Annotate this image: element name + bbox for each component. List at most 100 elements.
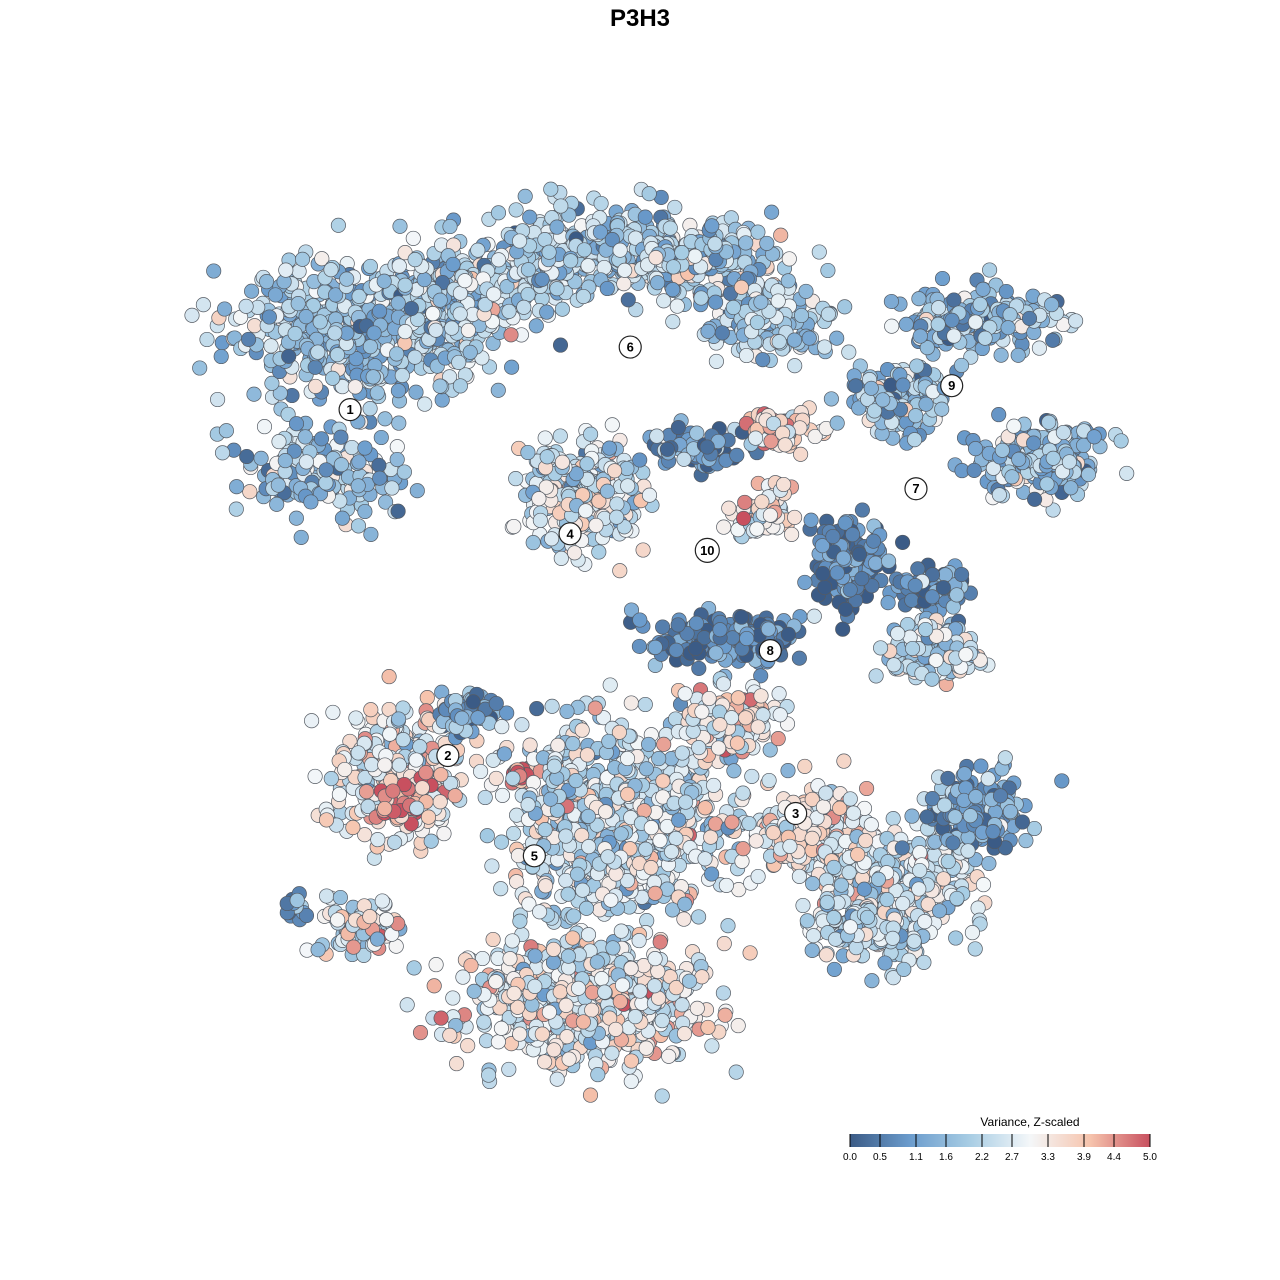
cell-point bbox=[264, 375, 280, 391]
cell-point bbox=[348, 351, 364, 367]
cell-point bbox=[436, 826, 452, 842]
cell-point bbox=[389, 439, 405, 455]
cell-point bbox=[488, 695, 504, 712]
cell-point bbox=[514, 717, 530, 733]
cell-point bbox=[387, 834, 403, 850]
cell-point bbox=[744, 768, 760, 784]
cell-point bbox=[975, 281, 991, 297]
cell-point bbox=[432, 292, 448, 308]
cell-point bbox=[908, 408, 924, 424]
cell-point bbox=[803, 512, 819, 528]
cell-point bbox=[599, 483, 616, 499]
cell-point bbox=[797, 574, 813, 590]
cell-point bbox=[192, 360, 208, 376]
cell-point bbox=[452, 378, 468, 394]
cell-point bbox=[288, 510, 304, 526]
cell-point bbox=[762, 507, 778, 523]
cell-point bbox=[214, 445, 231, 461]
cell-point bbox=[270, 477, 286, 493]
cell-point bbox=[620, 292, 636, 308]
cell-point bbox=[554, 301, 570, 317]
cell-point bbox=[655, 773, 671, 789]
cell-point bbox=[641, 736, 657, 752]
cell-point bbox=[829, 565, 845, 581]
cell-point bbox=[297, 429, 313, 445]
cell-point bbox=[620, 786, 636, 802]
cell-point bbox=[770, 731, 786, 747]
cell-point bbox=[394, 367, 410, 384]
cell-point bbox=[391, 415, 407, 431]
cell-point bbox=[865, 533, 882, 549]
cell-point bbox=[546, 758, 562, 774]
cell-point bbox=[669, 298, 685, 314]
cell-point bbox=[787, 358, 803, 374]
cell-point bbox=[994, 442, 1010, 458]
cell-point bbox=[425, 306, 441, 322]
cell-point bbox=[880, 595, 896, 611]
cell-point bbox=[904, 592, 920, 608]
cell-point bbox=[829, 415, 845, 431]
cell-point bbox=[569, 866, 586, 882]
cell-point bbox=[811, 244, 827, 260]
cell-point bbox=[1045, 450, 1061, 466]
cell-point bbox=[484, 858, 500, 874]
cell-point bbox=[612, 563, 628, 579]
cell-point bbox=[408, 752, 424, 768]
cell-point bbox=[677, 896, 693, 912]
cell-point bbox=[563, 253, 579, 269]
cell-point bbox=[486, 286, 502, 302]
cell-point bbox=[244, 283, 260, 299]
cell-point bbox=[372, 470, 388, 486]
cell-point bbox=[550, 737, 566, 753]
cell-point bbox=[470, 242, 486, 258]
cell-point bbox=[835, 621, 851, 637]
cell-point bbox=[726, 763, 742, 779]
cell-point bbox=[649, 428, 665, 444]
cell-point bbox=[647, 885, 663, 901]
cell-point bbox=[820, 306, 836, 322]
cell-point bbox=[385, 783, 401, 799]
cell-point bbox=[293, 529, 309, 545]
cell-point bbox=[303, 494, 319, 510]
cell-point bbox=[488, 770, 504, 786]
cell-point bbox=[934, 270, 951, 287]
cell-point bbox=[323, 262, 339, 278]
cell-point bbox=[567, 545, 583, 561]
cell-point bbox=[522, 209, 538, 225]
cell-point bbox=[238, 298, 254, 314]
cell-point bbox=[993, 347, 1009, 363]
cell-point bbox=[613, 826, 629, 842]
cell-point bbox=[733, 279, 749, 295]
cell-point bbox=[460, 322, 476, 338]
cell-point bbox=[612, 242, 628, 258]
cell-point bbox=[351, 288, 367, 304]
cell-point bbox=[587, 700, 603, 716]
cell-point bbox=[382, 726, 398, 742]
cell-point bbox=[600, 849, 616, 865]
cell-point bbox=[749, 314, 765, 330]
cell-point bbox=[641, 487, 658, 503]
cell-point bbox=[357, 503, 373, 520]
cell-point bbox=[479, 828, 495, 844]
cell-point bbox=[397, 324, 413, 340]
cell-point bbox=[432, 794, 448, 810]
cell-point bbox=[330, 217, 346, 233]
cell-point bbox=[537, 822, 553, 838]
cell-point bbox=[391, 258, 407, 274]
cell-point bbox=[553, 550, 569, 566]
cell-point bbox=[868, 668, 884, 684]
cell-point bbox=[554, 454, 570, 470]
cell-point bbox=[748, 430, 764, 446]
cell-point bbox=[1061, 454, 1077, 470]
cell-point bbox=[552, 337, 569, 353]
cell-point bbox=[664, 844, 680, 860]
cell-point bbox=[946, 328, 962, 344]
cell-point bbox=[506, 825, 522, 842]
cell-point bbox=[1006, 418, 1022, 434]
cell-point bbox=[520, 286, 536, 303]
cell-point bbox=[451, 354, 467, 370]
cell-point bbox=[793, 446, 809, 462]
cell-point bbox=[381, 669, 397, 685]
cell-point bbox=[638, 761, 654, 777]
cell-point bbox=[875, 392, 891, 408]
